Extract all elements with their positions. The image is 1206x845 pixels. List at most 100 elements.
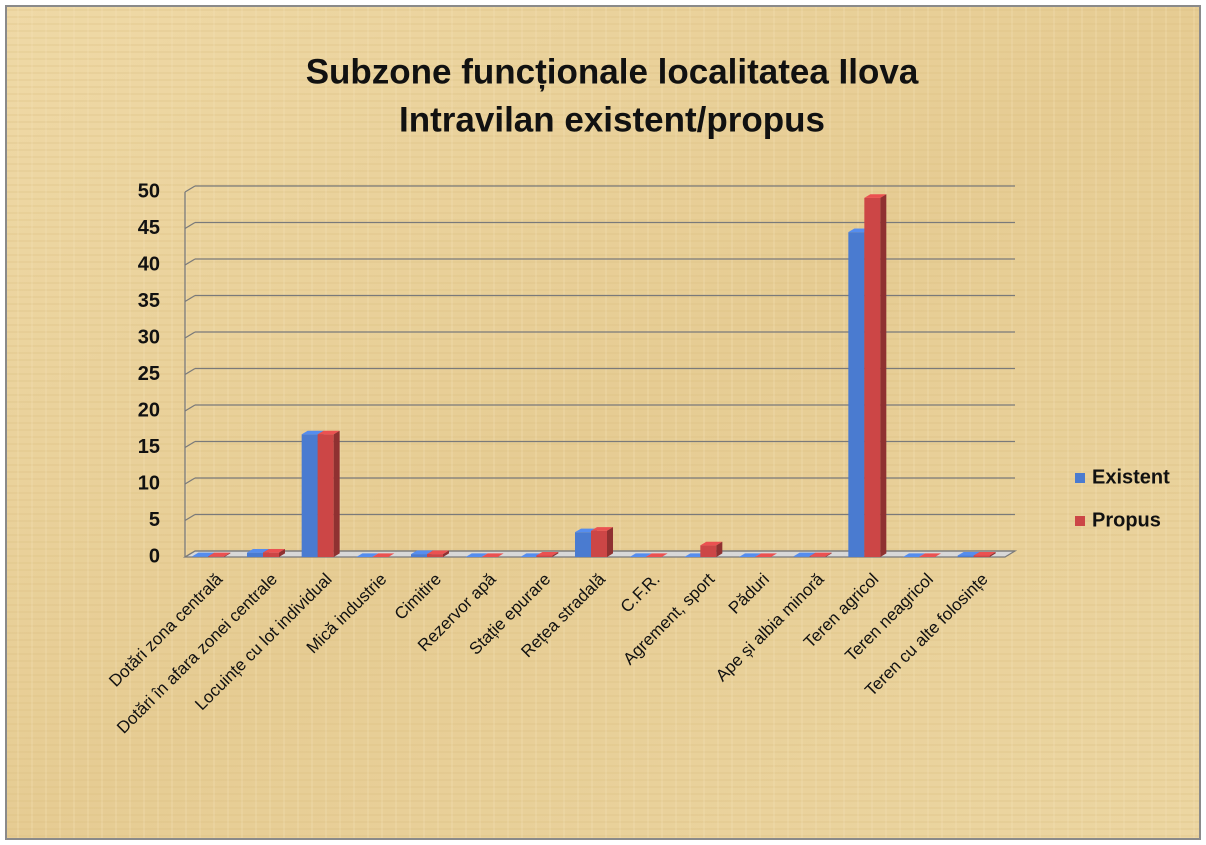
bar-top — [809, 552, 832, 557]
bar-top — [739, 553, 761, 557]
bar-front — [263, 552, 279, 557]
bar-top — [356, 553, 379, 557]
bar-front — [973, 555, 990, 557]
bar-front — [301, 434, 318, 557]
y-tick-label: 45 — [138, 217, 160, 239]
bar-front — [700, 545, 717, 557]
y-tick-label: 50 — [138, 180, 160, 202]
bar-top — [957, 551, 980, 556]
bar-side — [443, 550, 449, 557]
bar — [739, 553, 761, 557]
bar-side — [716, 541, 723, 557]
legend-label: Propus — [1092, 509, 1161, 531]
bar-side — [607, 527, 613, 557]
bar — [208, 552, 231, 557]
bar — [919, 553, 941, 557]
y-tick-label: 10 — [138, 472, 160, 494]
bar-front — [575, 532, 591, 557]
bar-front — [848, 232, 865, 557]
bar — [427, 550, 449, 557]
chart-title: Intravilan existent/propus — [399, 100, 825, 139]
grid-line-side — [184, 185, 196, 193]
grid-line-side — [184, 404, 196, 412]
y-tick-label: 15 — [138, 436, 160, 458]
legend-label: Existent — [1092, 466, 1170, 488]
grid-line-side — [184, 258, 196, 266]
bar — [591, 527, 613, 557]
bar-top — [301, 430, 324, 435]
bar-front — [591, 530, 607, 557]
grid-line-side — [184, 294, 196, 303]
bar — [700, 541, 723, 557]
bar-top — [591, 527, 613, 531]
bar-top — [481, 553, 504, 557]
texture — [7, 7, 1199, 838]
grid-line-side — [184, 513, 196, 522]
bar-top — [536, 551, 559, 556]
bar-front — [536, 555, 553, 557]
bar-top — [864, 194, 887, 198]
bar-side — [825, 552, 832, 557]
y-tick-label: 25 — [138, 363, 160, 385]
bar-top — [755, 553, 777, 557]
bar-top — [263, 549, 285, 553]
bar — [645, 553, 668, 557]
y-tick-label: 30 — [138, 326, 160, 348]
grid-line-side — [184, 331, 196, 339]
bar-top — [700, 541, 723, 546]
bar-top — [317, 430, 340, 435]
bar-top — [903, 553, 925, 557]
bar-front — [317, 434, 334, 557]
bar-top — [427, 550, 449, 555]
bar-side — [224, 552, 231, 557]
bar-side — [333, 430, 340, 557]
bar — [317, 430, 340, 557]
bar-front — [427, 554, 443, 557]
bar — [263, 549, 285, 557]
bar — [356, 553, 379, 557]
bar-top — [372, 553, 395, 557]
bar — [973, 551, 996, 557]
grid-line-side — [184, 440, 196, 449]
bar — [372, 553, 395, 557]
y-tick-label: 35 — [138, 290, 160, 312]
bar-front — [809, 556, 826, 557]
bar — [809, 552, 832, 557]
bar-top — [793, 552, 816, 557]
bar-front — [864, 197, 881, 557]
legend-swatch — [1075, 473, 1085, 483]
bar — [629, 553, 652, 557]
grid-line-side — [184, 477, 196, 485]
chart-title: Subzone funcționale localitatea Ilova — [306, 52, 919, 91]
bar-top — [629, 553, 652, 557]
y-tick-label: 0 — [149, 545, 160, 567]
bar-top — [465, 553, 488, 557]
bar-front — [247, 552, 263, 557]
grid-line-side — [184, 367, 196, 376]
bar-top — [919, 553, 941, 557]
bar-top — [411, 550, 433, 555]
y-tick-label: 20 — [138, 399, 160, 421]
legend-swatch — [1075, 516, 1085, 526]
bar-front — [208, 556, 225, 557]
bar-side — [989, 551, 996, 557]
bar — [864, 194, 887, 558]
bar — [755, 553, 777, 557]
bar-top — [247, 549, 269, 553]
bar-front — [793, 556, 810, 557]
grid-line-side — [184, 221, 196, 230]
bar — [481, 553, 504, 557]
bar-side — [279, 549, 285, 557]
bar-side — [880, 194, 887, 558]
bar-front — [957, 555, 974, 557]
y-tick-label: 40 — [138, 253, 160, 275]
bar-front — [192, 556, 209, 557]
bar — [903, 553, 925, 557]
bar — [465, 553, 488, 557]
bar-top — [192, 552, 215, 557]
bar-side — [552, 551, 559, 557]
bar-top — [208, 552, 231, 557]
grid-line-side — [184, 550, 196, 558]
bar-top — [645, 553, 668, 557]
